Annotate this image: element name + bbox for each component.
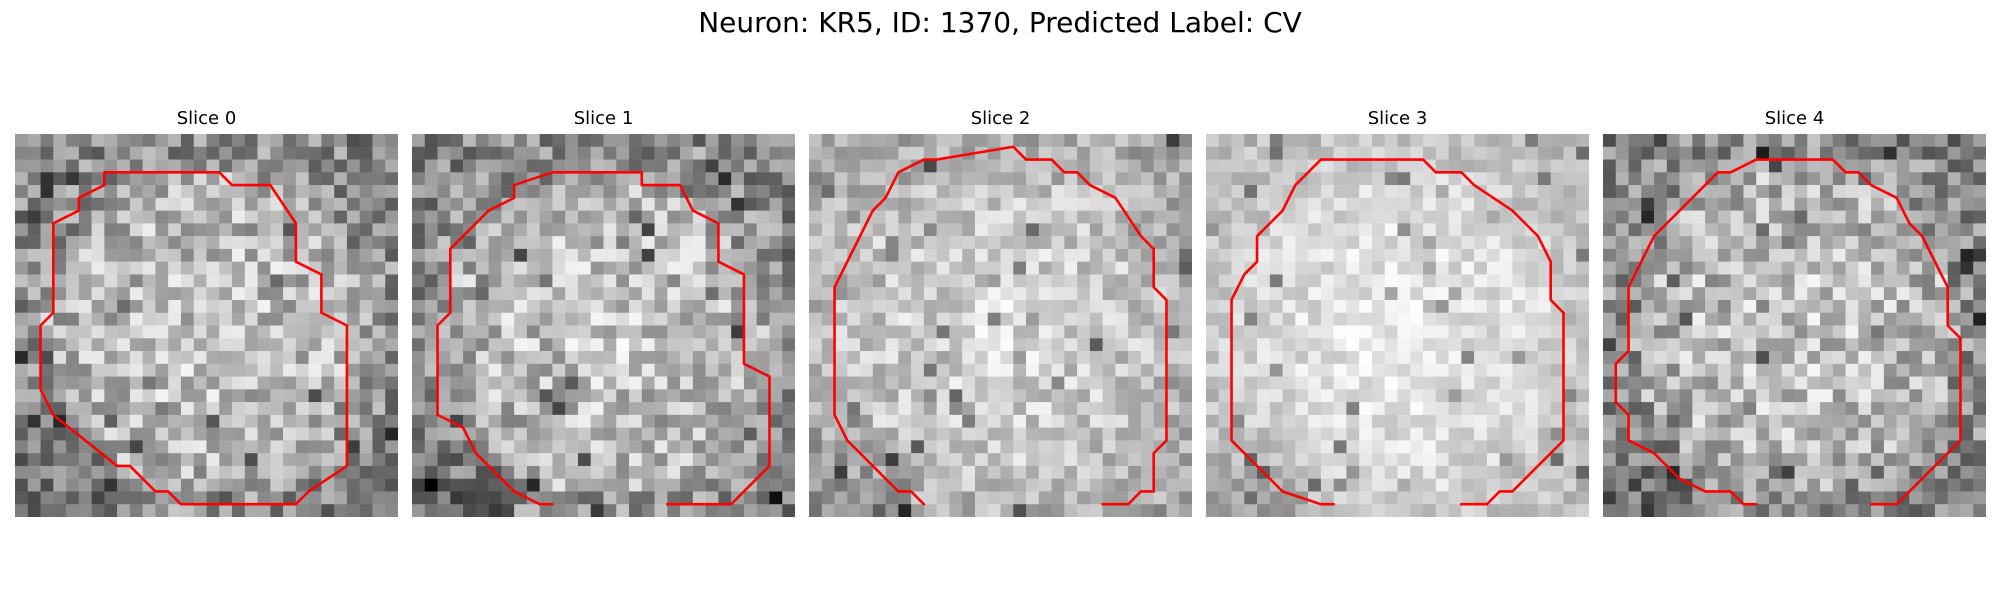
slice-image: [1206, 134, 1589, 517]
roi-contour-left: [1616, 160, 1756, 505]
roi-contour: [937, 147, 1167, 504]
roi-contour: [41, 172, 347, 504]
slice-title: Slice 4: [1764, 108, 1825, 129]
roi-contour: [1321, 160, 1564, 505]
roi-contour-left: [1232, 160, 1334, 505]
slice-image: [809, 134, 1192, 517]
slice-title: Slice 3: [1367, 108, 1428, 129]
roi-contour-left: [835, 160, 937, 505]
slice-title: Slice 0: [176, 108, 237, 129]
roi-contour-left: [438, 172, 553, 504]
slice-title: Slice 1: [573, 108, 634, 129]
pixel-grid: [412, 134, 795, 517]
pixel-grid: [1603, 134, 1986, 517]
pixel-grid: [809, 134, 1192, 517]
pixel-grid: [15, 134, 398, 517]
roi-contour: [552, 172, 769, 504]
roi-contour: [1756, 160, 1960, 505]
figure-title: Neuron: KR5, ID: 1370, Predicted Label: …: [698, 6, 1302, 39]
slice-image: [15, 134, 398, 517]
slice-image: [1603, 134, 1986, 517]
slice-image: [412, 134, 795, 517]
pixel-grid: [1206, 134, 1589, 517]
slice-title: Slice 2: [970, 108, 1031, 129]
